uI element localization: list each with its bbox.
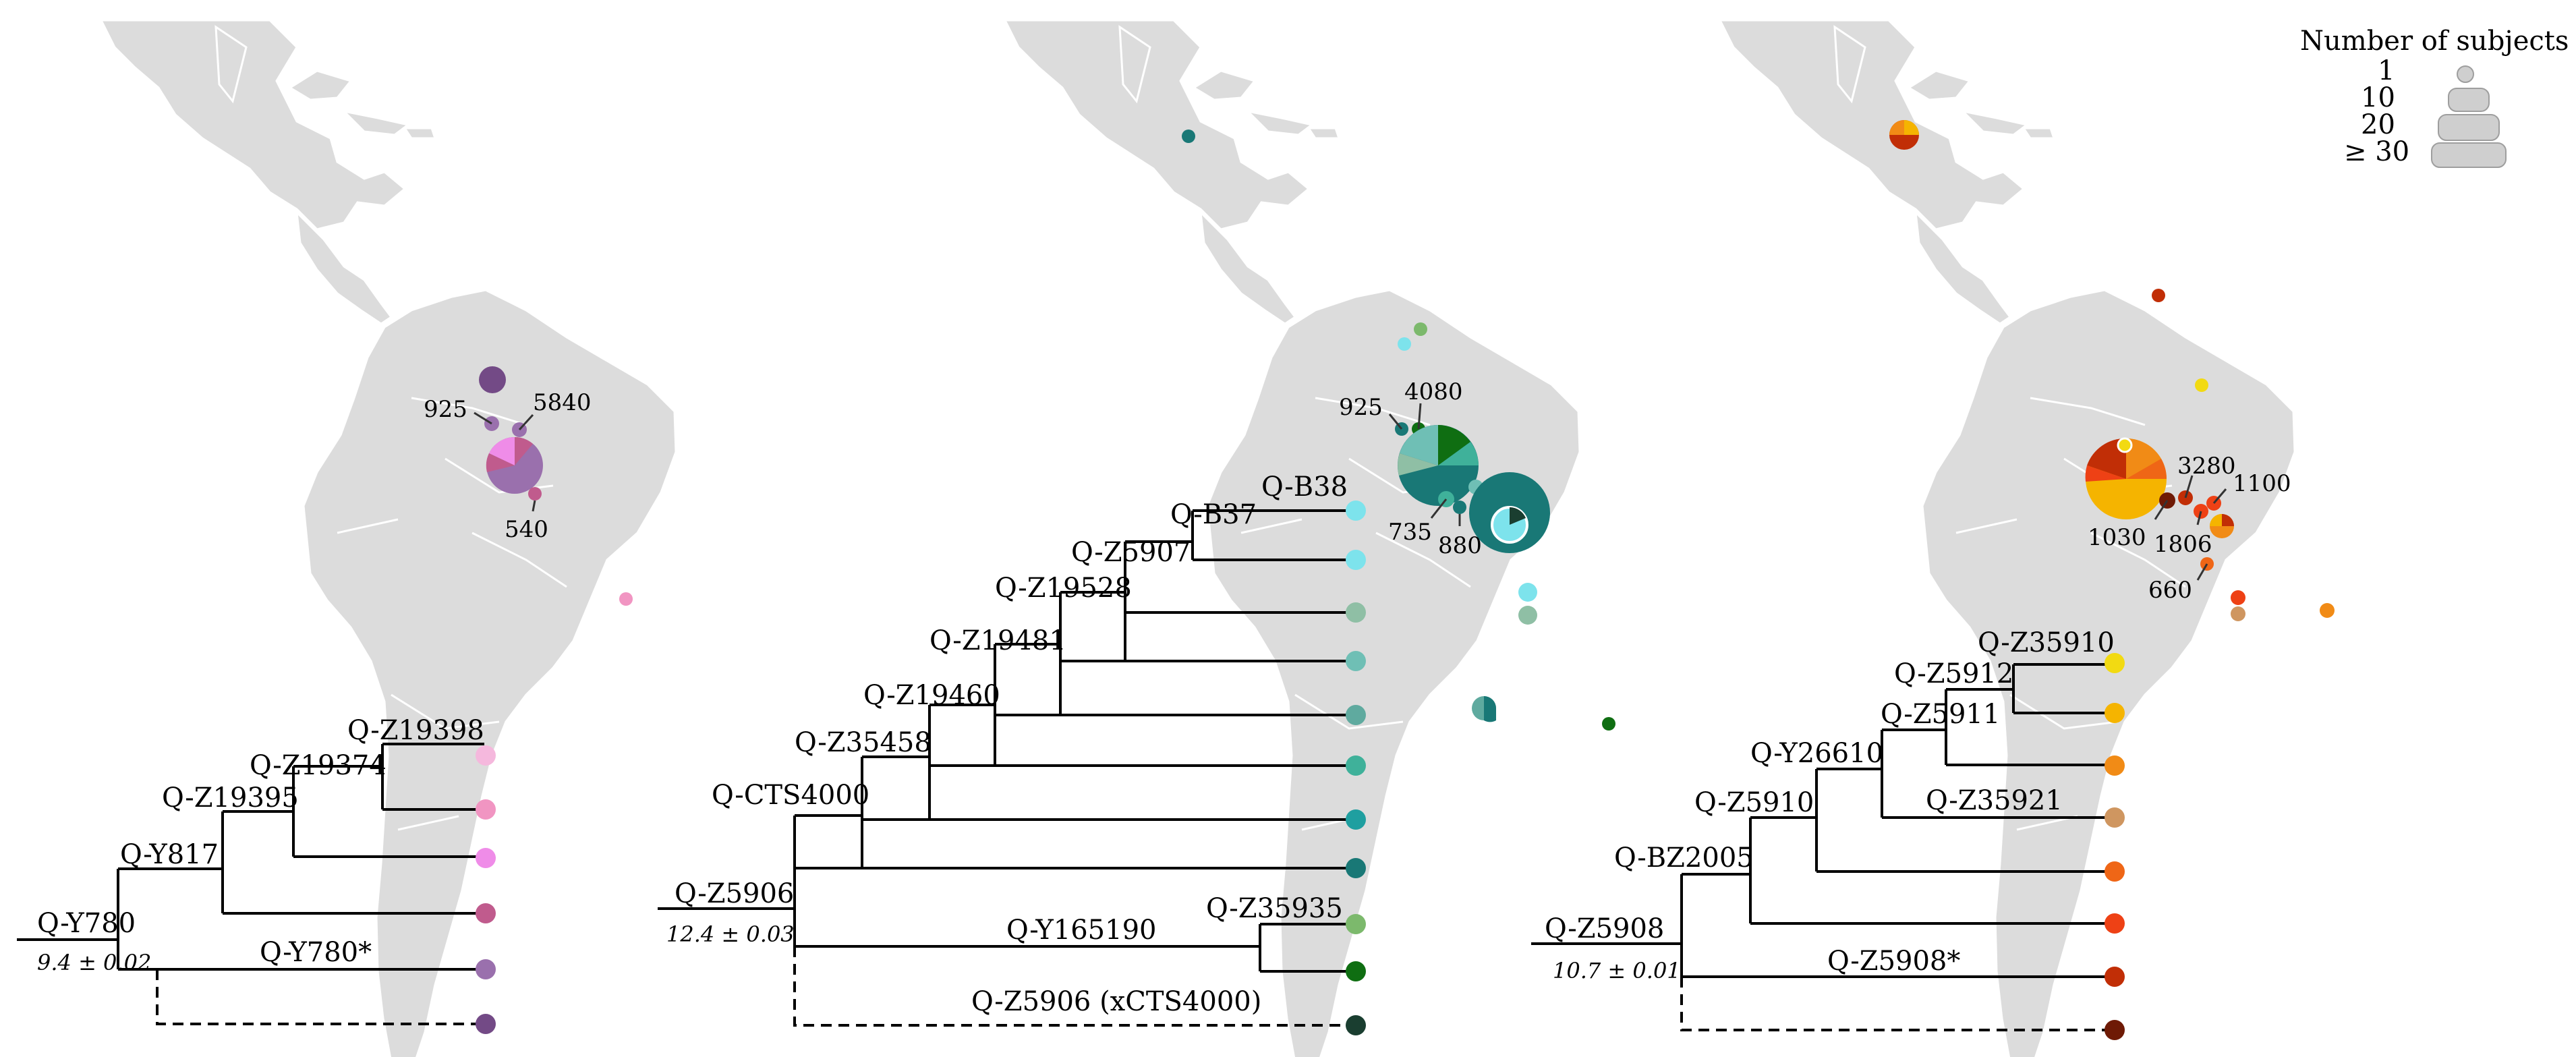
pie-marker (1398, 425, 1479, 506)
panel-q-z5906: 925 4080 735 880 Q-Z5906 12.4 ± 0.03 Q-C… (658, 130, 1615, 1035)
map-label: 5840 (533, 389, 592, 416)
map-marker (479, 366, 506, 393)
legend-label: 20 (2361, 109, 2395, 140)
tree-node-label: Q-Z19481 (929, 625, 1066, 656)
legend-symbol (2438, 114, 2500, 141)
map-marker (2195, 378, 2208, 392)
map-label: 735 (1388, 519, 1432, 546)
map-label: 925 (424, 396, 467, 423)
tree-node-label: Q-Z5907 (1071, 537, 1191, 568)
tree-root-label: Q-Z5906 (675, 878, 794, 909)
map-marker (2152, 289, 2165, 302)
tree-node-label: Q-Z19374 (250, 750, 387, 781)
map-marker (2320, 603, 2335, 618)
legend-title: Number of subjects (2300, 26, 2569, 57)
pie-marker (486, 437, 543, 494)
legend-label: 10 (2361, 82, 2395, 113)
map-marker (1518, 583, 1537, 602)
tree-node-label: Q-Z19460 (863, 680, 1000, 711)
map-label: 1030 (2088, 524, 2146, 551)
tree-node-label: Q-Z19398 (347, 715, 484, 746)
map-label: 660 (2148, 577, 2192, 604)
map-label: 1806 (2154, 531, 2212, 558)
tree-node-label: Q-Z5912 (1894, 658, 2013, 689)
map-marker (1398, 337, 1411, 351)
tree-node-label: Q-B37 (1170, 499, 1257, 530)
tree-node-label: Q-CTS4000 (712, 780, 869, 811)
legend-label: 1 (2378, 55, 2395, 86)
map-label: 880 (1438, 532, 1482, 559)
map-marker (2231, 590, 2245, 605)
pie-marker (1889, 120, 1919, 150)
tree-age: 9.4 ± 0.02 (37, 950, 151, 975)
tree-node-label: Q-Z35458 (795, 727, 932, 758)
tree-node-label: Q-Z5910 (1694, 787, 1814, 818)
pie-marker (1469, 472, 1550, 553)
tree-node-label: Q-Z5908* (1827, 946, 1960, 977)
size-legend: Number of subjects 1 10 20 ≥ 30 (2300, 26, 2569, 168)
map-label: 4080 (1404, 378, 1463, 405)
map-marker (1182, 130, 1195, 143)
tree-leaf-markers (2105, 653, 2125, 1040)
tree-node-label: Q-Y26610 (1750, 738, 1883, 769)
tree-root-label: Q-Y780 (37, 908, 136, 939)
map-marker (528, 487, 542, 501)
tree-node-label: Q-Z35910 (1978, 627, 2115, 658)
map-label: 3280 (2177, 453, 2236, 480)
tree-node-label: Q-Y780* (260, 937, 372, 968)
tree-leaf-markers (1346, 501, 1366, 1035)
map-label: 540 (505, 516, 548, 543)
tree-node-label: Q-BZ2005 (1614, 842, 1754, 874)
pie-marker (1472, 696, 1496, 722)
tree-node-label: Q-B38 (1261, 472, 1348, 503)
tree-root-label: Q-Z5908 (1545, 913, 1664, 944)
tree-leaf-markers (476, 745, 496, 1034)
tree-node-label: Q-Z5911 (1881, 699, 2000, 730)
tree-age: 10.7 ± 0.01 (1553, 958, 1681, 983)
tree-node-label: Q-Z5906 (xCTS4000) (971, 986, 1261, 1017)
panel-q-z5908: 3280 1100 1030 1806 660 Q-Z5908 10.7 ± 0… (1531, 120, 2335, 1040)
map-marker (1453, 501, 1466, 514)
tree-node-label: Q-Z35935 (1206, 893, 1343, 924)
pie-marker (2085, 437, 2167, 519)
tree-node-label: Q-Z35921 (1926, 785, 2063, 816)
map-label: 925 (1339, 394, 1383, 421)
legend-symbol (2431, 142, 2507, 168)
tree-node-label: Q-Z19528 (995, 573, 1132, 604)
pie-marker (2210, 514, 2234, 538)
map-marker (1518, 606, 1537, 625)
legend-label: ≥ 30 (2344, 136, 2409, 167)
map-marker (619, 592, 633, 606)
map-marker (1602, 717, 1615, 731)
map-marker (1414, 322, 1427, 336)
tree-node-label: Q-Y817 (120, 839, 219, 870)
map-marker (2231, 606, 2245, 621)
map-label: 1100 (2233, 470, 2291, 497)
legend-symbol (2457, 65, 2474, 83)
map-panel-1 (100, 19, 677, 1057)
panel-q-y780: 925 5840 540 Q-Y780 9.4 ± 0.02 Q-Y817 Q-… (17, 366, 633, 1034)
legend-symbol (2448, 88, 2490, 112)
tree-age: 12.4 ± 0.03 (666, 921, 795, 947)
tree-node-label: Q-Y165190 (1006, 915, 1156, 946)
tree-node-label: Q-Z19395 (162, 782, 299, 813)
